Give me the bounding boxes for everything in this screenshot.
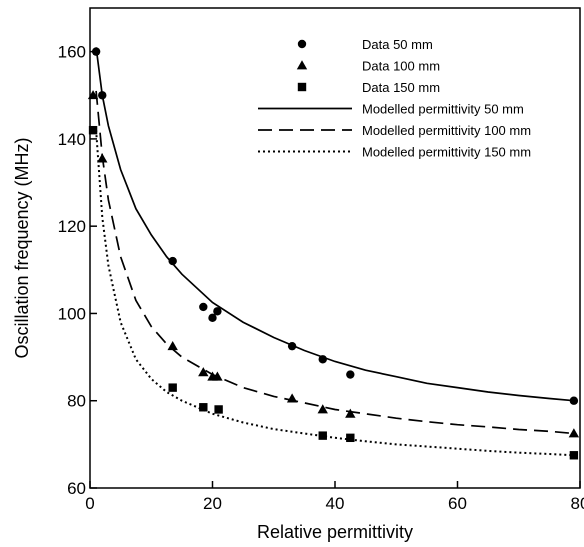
x-tick-label: 40: [326, 494, 345, 513]
data-point: [569, 451, 579, 460]
data-point: [168, 383, 177, 392]
legend-label: Modelled permittivity 150 mm: [362, 145, 531, 160]
x-axis: 0 20 40 60 80: [85, 481, 584, 513]
series-line: [95, 47, 574, 402]
legend-marker: [297, 82, 307, 92]
series-5: [95, 130, 574, 457]
plot-frame: [89, 7, 581, 489]
series-line: [95, 90, 574, 435]
x-tick-label: 80: [571, 494, 584, 513]
series-3: [95, 47, 574, 402]
plot-marks: [87, 47, 580, 460]
x-axis-title: Relative permittivity: [257, 522, 413, 542]
series-1: [87, 90, 580, 438]
legend-label: Data 150 mm: [362, 80, 440, 95]
legend-label: Modelled permittivity 50 mm: [362, 102, 524, 117]
series-2: [88, 125, 579, 460]
data-point: [317, 404, 328, 414]
data-point: [346, 370, 355, 379]
data-point: [198, 367, 209, 377]
y-axis: 60 80 100 120 140 160: [58, 43, 97, 498]
data-point: [346, 433, 355, 443]
data-point: [214, 405, 223, 414]
y-tick-label: 140: [58, 130, 86, 149]
x-tick-label: 60: [448, 494, 467, 513]
legend-label: Data 50 mm: [362, 37, 433, 52]
data-point: [318, 431, 327, 440]
legend-marker: [296, 60, 308, 70]
y-tick-label: 160: [58, 43, 86, 62]
data-point: [168, 256, 177, 266]
x-tick-label: 0: [85, 494, 94, 513]
series-line: [95, 130, 574, 457]
data-point: [213, 307, 222, 316]
data-point: [208, 313, 217, 323]
series-4: [95, 90, 574, 435]
legend-marker: [297, 39, 307, 49]
y-tick-label: 80: [67, 392, 86, 411]
legend-label: Modelled permittivity 100 mm: [362, 123, 531, 138]
legend-label: Data 100 mm: [362, 59, 440, 74]
data-point: [167, 340, 178, 351]
y-tick-label: 120: [58, 217, 86, 236]
x-tick-label: 20: [203, 494, 222, 513]
y-axis-title: Oscillation frequency (MHz): [12, 137, 32, 358]
data-point: [88, 125, 98, 135]
y-tick-label: 60: [67, 479, 86, 498]
data-point: [568, 428, 580, 438]
data-point: [345, 408, 356, 418]
data-point: [199, 302, 208, 312]
data-point: [199, 403, 208, 412]
y-tick-label: 100: [58, 304, 86, 323]
legend: Data 50 mm Data 100 mm Data 150 mm Modelled…: [258, 37, 531, 160]
